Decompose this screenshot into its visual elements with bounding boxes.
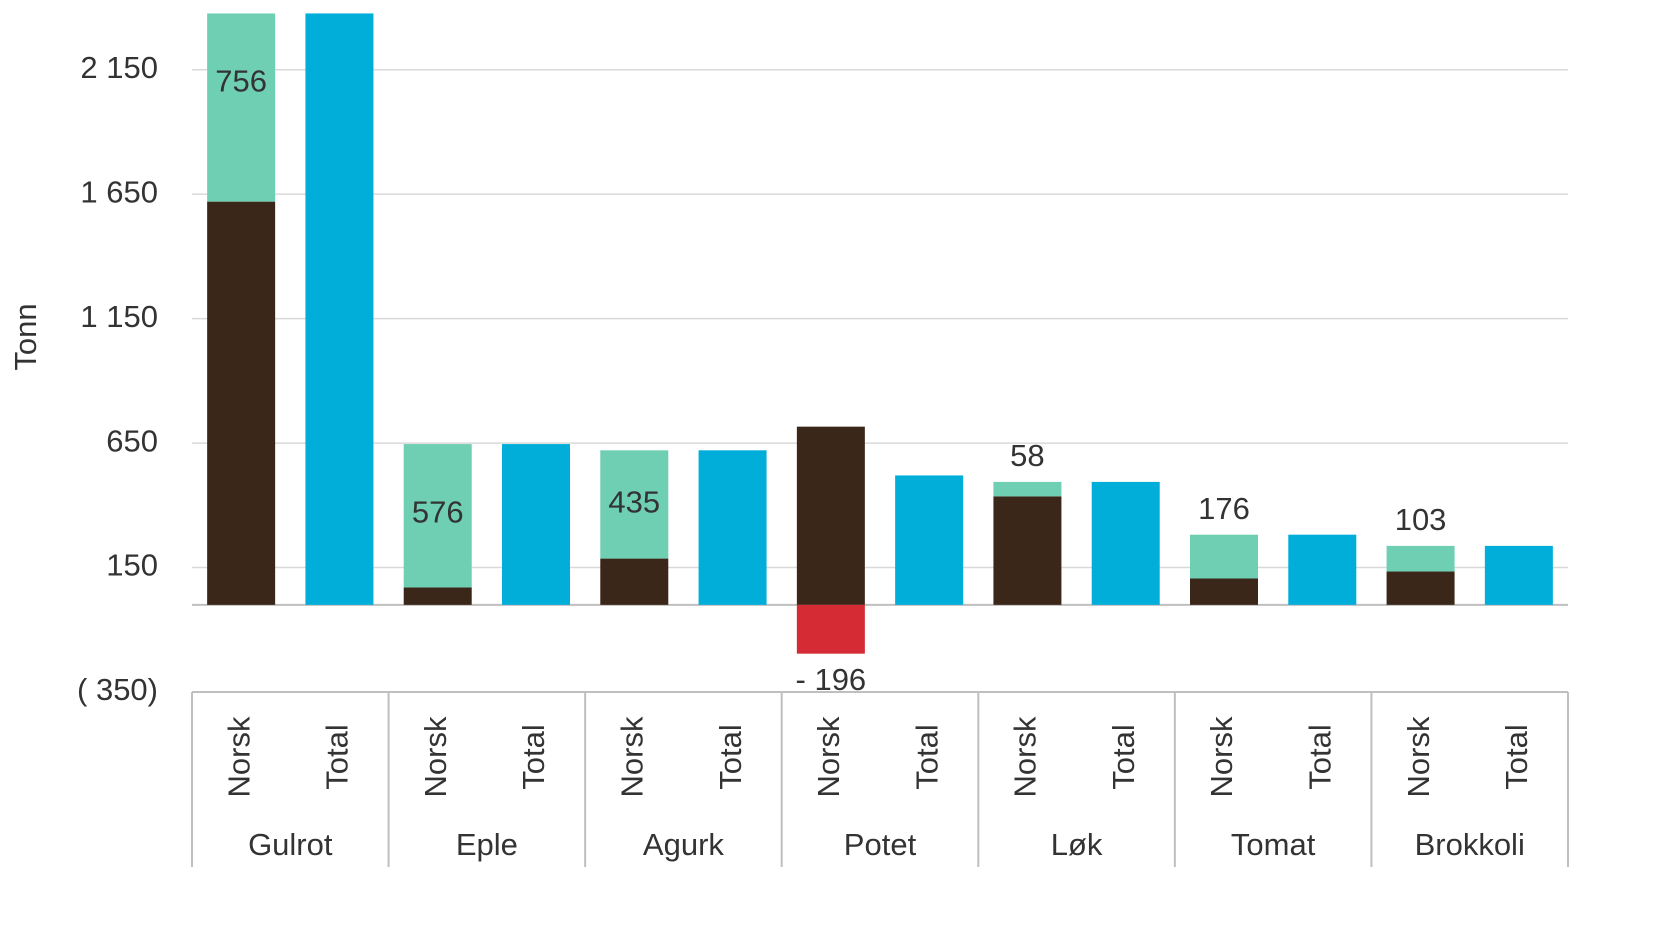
bar-segment xyxy=(895,475,964,605)
data-label: 576 xyxy=(412,494,464,529)
bar-segment xyxy=(1190,578,1258,605)
bar-segment xyxy=(403,444,472,588)
group-label: Eple xyxy=(456,827,518,862)
x-tick-label: Norsk xyxy=(614,716,649,797)
data-label: 176 xyxy=(1198,491,1250,526)
bar-segment xyxy=(305,13,374,605)
x-tick-label: Total xyxy=(516,724,551,789)
y-tick-label: 2 150 xyxy=(80,50,158,85)
group-label: Løk xyxy=(1051,827,1103,862)
x-tick-label: Total xyxy=(1106,724,1141,789)
x-tick-label: Norsk xyxy=(811,716,846,797)
bar-segment xyxy=(403,587,472,605)
bar-segment xyxy=(1386,545,1455,572)
x-tick-label: Total xyxy=(320,724,355,789)
bar-segment xyxy=(1190,534,1258,579)
bar-segment xyxy=(502,444,570,605)
bar-segment xyxy=(600,558,669,605)
bar-segment xyxy=(207,201,276,605)
y-tick-label: 650 xyxy=(106,423,158,458)
x-tick-label: Norsk xyxy=(418,716,453,797)
x-tick-label: Total xyxy=(713,724,748,789)
x-tick-label: Total xyxy=(909,724,944,789)
data-label: 435 xyxy=(608,485,660,520)
y-tick-label: ( 350) xyxy=(77,672,158,707)
x-tick-label: Norsk xyxy=(1008,716,1043,797)
y-axis-label: Tonn xyxy=(8,303,43,370)
bar-segment xyxy=(796,426,865,605)
data-label: 58 xyxy=(1010,438,1044,473)
data-label: - 196 xyxy=(796,662,867,697)
bar-segment xyxy=(796,604,865,654)
bar-segment xyxy=(207,13,276,202)
x-tick-label: Norsk xyxy=(221,716,256,797)
bar-segment xyxy=(993,496,1062,605)
group-label: Tomat xyxy=(1231,827,1316,862)
x-tick-label: Total xyxy=(1499,724,1534,789)
x-tick-label: Norsk xyxy=(1204,716,1239,797)
bar-segment xyxy=(1386,571,1455,605)
bar-segment xyxy=(993,481,1062,497)
x-tick-label: Norsk xyxy=(1401,716,1436,797)
bar-segment xyxy=(1484,545,1553,605)
group-label: Brokkoli xyxy=(1415,827,1525,862)
bar-segment xyxy=(1091,481,1160,605)
y-tick-label: 150 xyxy=(106,548,158,583)
group-label: Gulrot xyxy=(248,827,333,862)
data-label: 103 xyxy=(1395,502,1447,537)
bar-segment xyxy=(1288,534,1357,605)
data-label: 756 xyxy=(215,64,267,99)
group-label: Potet xyxy=(844,827,917,862)
bar-segment xyxy=(600,450,669,559)
bar-segment xyxy=(698,450,767,605)
y-tick-label: 1 150 xyxy=(80,299,158,334)
x-tick-label: Total xyxy=(1302,724,1337,789)
group-label: Agurk xyxy=(643,827,724,862)
y-tick-label: 1 650 xyxy=(80,174,158,209)
